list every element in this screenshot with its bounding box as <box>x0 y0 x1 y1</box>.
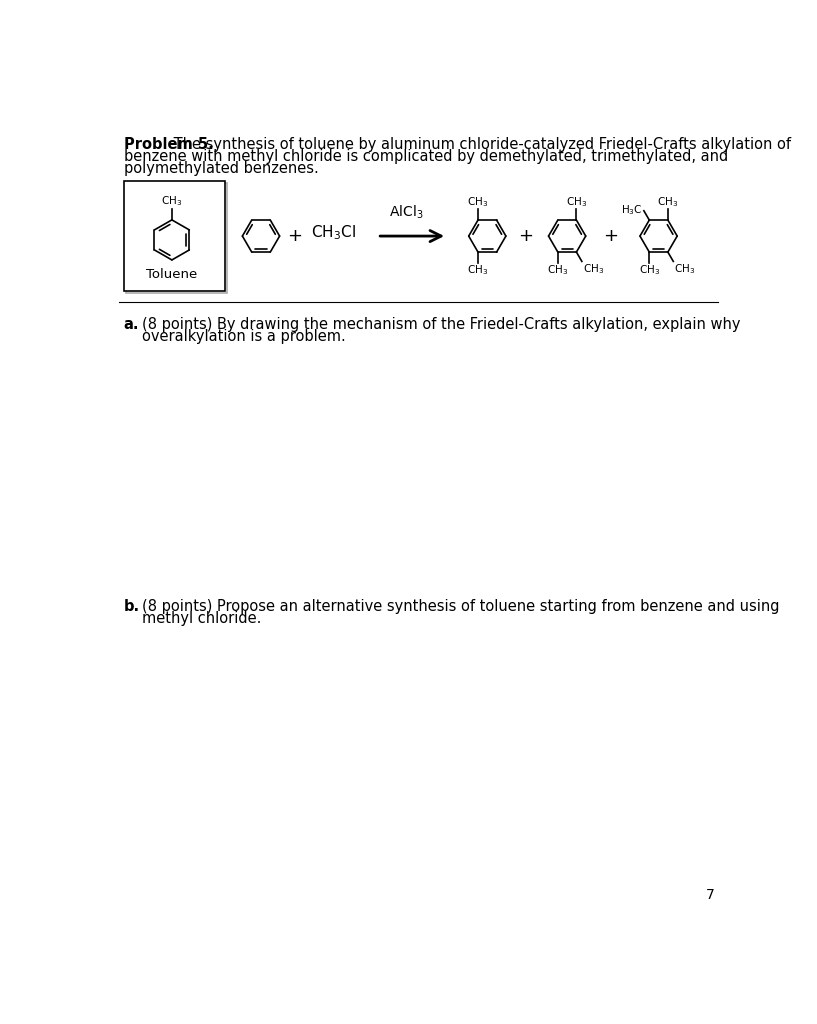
Text: polymethylated benzenes.: polymethylated benzenes. <box>124 162 319 176</box>
Text: CH$_3$: CH$_3$ <box>674 262 695 276</box>
Text: (8 points) By drawing the mechanism of the Friedel-Crafts alkylation, explain wh: (8 points) By drawing the mechanism of t… <box>142 316 741 332</box>
Bar <box>126 183 227 293</box>
Text: benzene with methyl chloride is complicated by demethylated, trimethylated, and: benzene with methyl chloride is complica… <box>124 150 728 164</box>
Text: methyl chloride.: methyl chloride. <box>142 611 261 626</box>
Text: (8 points) Propose an alternative synthesis of toluene starting from benzene and: (8 points) Propose an alternative synthe… <box>142 599 780 613</box>
Text: CH$_3$: CH$_3$ <box>547 263 569 278</box>
Text: CH$_3$: CH$_3$ <box>657 195 678 209</box>
Text: AlCl$_3$: AlCl$_3$ <box>390 204 424 220</box>
Text: CH$_3$: CH$_3$ <box>583 262 604 276</box>
Text: CH$_3$: CH$_3$ <box>467 263 489 278</box>
Text: a.: a. <box>124 316 140 332</box>
Bar <box>124 180 225 291</box>
Text: +: + <box>287 227 301 245</box>
Text: Problem 5.: Problem 5. <box>124 137 213 152</box>
Text: CH$_3$Cl: CH$_3$Cl <box>310 223 355 243</box>
Text: b.: b. <box>124 599 140 613</box>
Text: 7: 7 <box>706 888 714 902</box>
Text: Toluene: Toluene <box>146 268 198 282</box>
Text: CH$_3$: CH$_3$ <box>639 263 660 278</box>
Text: overalkylation is a problem.: overalkylation is a problem. <box>142 330 346 344</box>
Text: CH$_3$: CH$_3$ <box>161 195 182 208</box>
Text: H$_3$C: H$_3$C <box>621 203 642 217</box>
Text: CH$_3$: CH$_3$ <box>467 195 489 209</box>
Text: +: + <box>603 227 618 245</box>
Text: CH$_3$: CH$_3$ <box>566 195 587 209</box>
Text: +: + <box>518 227 533 245</box>
Text: The synthesis of toluene by aluminum chloride-catalyzed Friedel-Crafts alkylatio: The synthesis of toluene by aluminum chl… <box>169 137 791 152</box>
